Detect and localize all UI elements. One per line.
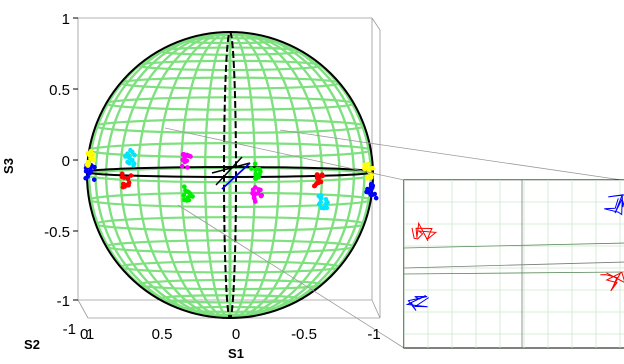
s1-tick-label: 1 xyxy=(86,326,94,343)
data-clusters xyxy=(83,147,379,211)
cluster-point xyxy=(183,153,189,159)
s1-axis-label: S1 xyxy=(228,346,244,361)
cluster-point xyxy=(91,177,97,182)
cluster-point xyxy=(179,163,185,169)
inset-grid xyxy=(404,180,624,348)
s2-tick-label: -1 xyxy=(63,321,76,338)
cluster-point xyxy=(319,172,325,177)
inset-equator-line xyxy=(404,271,624,275)
cluster-point xyxy=(313,181,319,187)
cluster-point xyxy=(182,197,188,203)
cluster-point xyxy=(252,161,258,167)
cluster-point xyxy=(182,184,187,189)
cluster-point xyxy=(90,153,95,159)
s2-tick-label: 0 xyxy=(80,326,88,343)
cluster-point xyxy=(122,182,127,187)
cluster-point xyxy=(128,173,134,178)
cluster-point xyxy=(321,205,327,211)
cluster-point xyxy=(88,148,94,154)
cluster-point xyxy=(318,195,324,201)
inset-frame xyxy=(403,179,624,349)
cluster-point xyxy=(370,183,376,189)
cluster-point xyxy=(181,192,187,198)
cluster-point xyxy=(119,174,125,180)
s3-tick-label: -1 xyxy=(57,293,70,310)
cluster-point xyxy=(252,199,258,204)
inset-equator-line xyxy=(404,242,624,249)
cluster-point xyxy=(314,175,320,181)
cluster-point xyxy=(370,165,375,171)
cluster-point xyxy=(373,195,379,201)
inset-trace xyxy=(604,194,624,216)
cluster-point xyxy=(126,182,131,188)
inset-traces xyxy=(405,194,624,311)
longitude-line xyxy=(179,32,281,318)
center-axis-line-blue xyxy=(221,162,251,190)
s3-tick-label: -0.5 xyxy=(44,224,70,241)
cluster-point xyxy=(365,186,370,192)
cluster-point xyxy=(130,157,135,163)
cluster-point xyxy=(119,171,125,177)
longitude-line xyxy=(228,32,232,318)
cluster-point xyxy=(92,164,97,170)
s2-axis-label: S2 xyxy=(24,337,40,352)
cluster-point xyxy=(368,192,374,198)
s3-tick-label: 1 xyxy=(62,11,70,28)
inset-equator-line xyxy=(404,261,624,269)
center-axis-line xyxy=(215,156,243,186)
inset-panel xyxy=(403,179,624,349)
cluster-point xyxy=(125,176,131,182)
cluster-point xyxy=(253,167,259,173)
longitude-line xyxy=(157,32,303,318)
cluster-point xyxy=(91,157,97,163)
cluster-point xyxy=(128,147,133,153)
cluster-point xyxy=(83,168,89,174)
cluster-point xyxy=(361,166,367,171)
s3-tick-label: 0.5 xyxy=(49,82,70,99)
cluster-point xyxy=(253,176,258,181)
s3-tick-marks xyxy=(73,17,78,301)
inset-trace xyxy=(600,271,624,292)
cluster-point xyxy=(316,201,322,207)
cluster-point xyxy=(325,200,330,205)
longitude-line xyxy=(94,32,366,318)
s1-tick-label: 0.5 xyxy=(152,326,173,343)
cluster-point xyxy=(190,194,195,199)
cluster-point xyxy=(250,187,256,192)
s1-tick-label: -0.5 xyxy=(291,326,317,343)
cluster-point xyxy=(125,159,130,165)
cluster-point xyxy=(248,166,254,171)
cluster-point xyxy=(185,165,190,170)
s1-tick-label: 0 xyxy=(232,326,240,343)
cluster-point xyxy=(125,153,131,158)
cluster-point xyxy=(364,176,370,181)
s3-axis-label: S3 xyxy=(1,158,16,174)
cluster-point xyxy=(86,161,91,167)
inset-trace xyxy=(411,221,438,242)
cluster-point xyxy=(88,169,93,175)
cluster-point xyxy=(253,191,258,196)
cluster-point xyxy=(85,174,91,179)
cluster-point xyxy=(257,171,262,177)
cluster-point xyxy=(131,161,137,166)
zoom-guide-lines xyxy=(164,127,623,349)
equator-line xyxy=(87,166,373,178)
cluster-point xyxy=(258,187,263,193)
inset-trace xyxy=(405,295,429,311)
cluster-point xyxy=(184,158,190,164)
cluster-point xyxy=(318,179,324,185)
cluster-point xyxy=(186,197,192,203)
cluster-point xyxy=(258,193,264,199)
s3-tick-label: 0 xyxy=(62,153,70,170)
s1-tick-label: -1 xyxy=(367,326,380,343)
